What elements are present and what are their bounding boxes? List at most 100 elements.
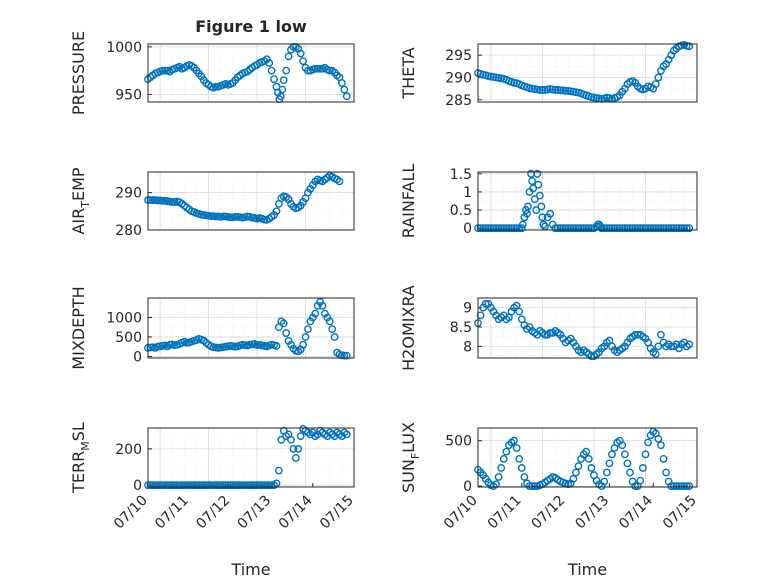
data-point [282, 66, 291, 75]
axes-frame [147, 297, 355, 359]
data-point [657, 224, 665, 233]
series-markers [144, 425, 351, 490]
data-point [602, 224, 611, 233]
data-point [564, 224, 573, 233]
data-point [299, 57, 308, 66]
data-point [528, 482, 537, 490]
data-point [287, 435, 295, 444]
data-point [282, 329, 291, 337]
data-point [342, 430, 351, 439]
data-point [211, 212, 220, 221]
data-point [669, 224, 678, 233]
data-point [566, 224, 575, 233]
data-point [476, 311, 485, 320]
y-tick-label: 1 [463, 185, 472, 201]
data-point [158, 196, 167, 205]
data-point [294, 444, 303, 453]
data-point [605, 459, 614, 468]
data-point [148, 481, 157, 490]
y-tick-label: 8 [463, 339, 472, 355]
data-point [685, 340, 694, 349]
data-point [626, 224, 634, 233]
data-point [325, 66, 334, 75]
data-point [582, 224, 591, 233]
data-point [481, 299, 490, 308]
data-point [517, 464, 526, 472]
data-point [325, 317, 334, 326]
data-point [151, 481, 160, 490]
data-point [224, 481, 232, 490]
data-point [537, 202, 546, 211]
data-point [173, 481, 181, 490]
data-point [158, 481, 167, 490]
y-axis-label: SUNFLUX [399, 422, 422, 493]
data-point [284, 52, 293, 61]
data-point [626, 468, 634, 477]
axes-frame [477, 43, 698, 103]
axes-frame [147, 171, 355, 231]
data-point [313, 64, 322, 73]
data-point [323, 313, 332, 322]
data-point [216, 481, 225, 490]
subplot-h2omixra: 8 8.5 9 H2OMIXRA [399, 285, 698, 371]
data-point [515, 454, 524, 463]
data-point [499, 454, 508, 463]
data-point [219, 212, 228, 221]
data-point [532, 206, 541, 214]
data-point [510, 436, 518, 445]
data-point [646, 224, 655, 233]
data-point [199, 481, 208, 490]
y-tick-label: 290 [115, 186, 142, 202]
data-point [337, 79, 346, 87]
data-point [657, 330, 665, 339]
data-point [299, 340, 308, 349]
data-point [304, 325, 312, 334]
data-point [214, 481, 223, 490]
data-point [505, 224, 513, 233]
data-point [556, 224, 565, 233]
data-point [185, 481, 194, 490]
data-point [170, 481, 179, 490]
data-point [685, 42, 694, 51]
data-point [662, 468, 670, 477]
y-tick-label: 285 [445, 93, 472, 109]
data-point [502, 224, 511, 233]
data-point [306, 317, 315, 326]
data-point [497, 464, 506, 472]
data-point [641, 450, 650, 459]
data-point [556, 86, 565, 95]
y-tick-label: 1000 [106, 310, 142, 326]
data-point [502, 447, 511, 456]
data-point [161, 66, 169, 75]
data-point [194, 481, 203, 490]
data-point [342, 351, 351, 360]
x-axis-label: Time [567, 560, 607, 579]
data-point [168, 481, 177, 490]
series-markers [144, 171, 344, 224]
data-point [551, 224, 560, 233]
data-point [168, 198, 177, 206]
data-point [267, 66, 276, 75]
data-point [529, 184, 538, 193]
series-markers [474, 40, 694, 103]
data-point [600, 224, 609, 233]
data-point [308, 313, 317, 322]
data-point [492, 224, 500, 233]
data-point [628, 224, 637, 233]
data-point [644, 224, 652, 233]
data-point [178, 481, 186, 490]
series-markers [144, 42, 351, 104]
data-point [243, 481, 252, 490]
data-point [153, 196, 162, 205]
data-point [672, 482, 681, 490]
data-point [682, 482, 691, 490]
data-point [190, 481, 198, 490]
data-point [520, 473, 529, 481]
data-point [551, 86, 560, 94]
x-axis-label: Time [230, 560, 270, 579]
axes-background [148, 428, 354, 487]
axes-background [478, 428, 697, 487]
data-point [528, 177, 537, 185]
data-point [161, 481, 169, 490]
